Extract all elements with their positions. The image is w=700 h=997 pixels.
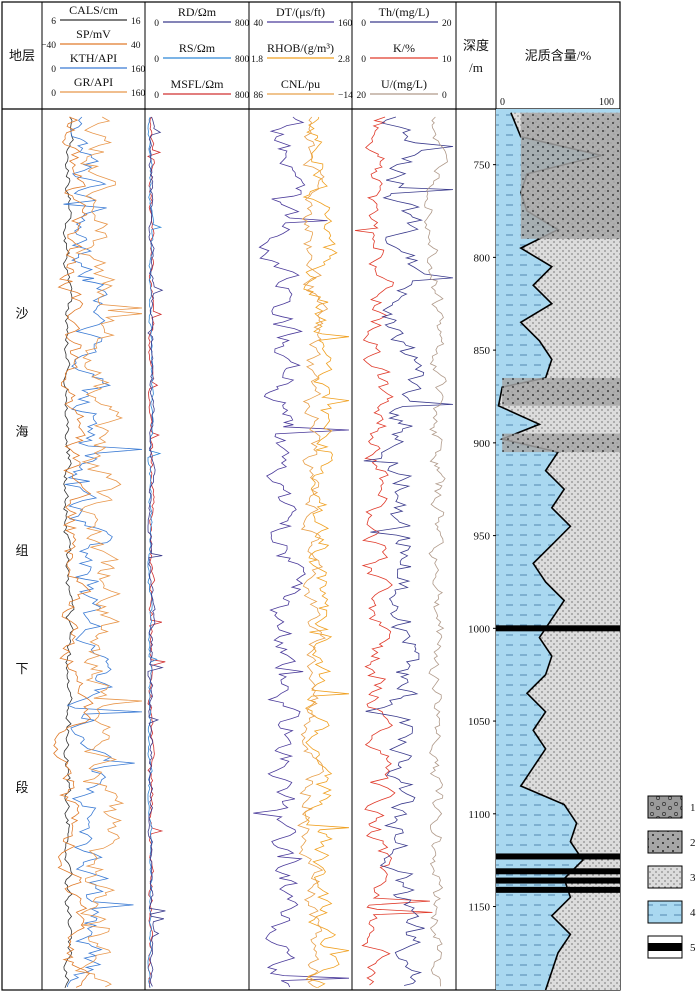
legend-label: 3 xyxy=(690,872,696,884)
depth-tick-label: 1000 xyxy=(468,623,491,635)
curve-scale-min: 20 xyxy=(357,91,367,101)
curve-name: U/(mg/L) xyxy=(381,77,427,91)
curve-scale-min: 1.8 xyxy=(251,55,263,65)
th-curve xyxy=(363,116,454,986)
curve-scale-max: 160 xyxy=(338,19,353,29)
coarse-sand-zone xyxy=(502,433,620,453)
depth-tick-label: 900 xyxy=(474,438,491,450)
formation-char: 组 xyxy=(15,543,28,558)
curve-scale-max: 20 xyxy=(442,19,452,29)
curve-scale-max: 0 xyxy=(442,91,447,101)
legend-label: 1 xyxy=(690,802,696,814)
curve-scale-min: −40 xyxy=(41,41,56,51)
curve-name: CALS/cm xyxy=(69,3,118,17)
curve-scale-min: 40 xyxy=(254,19,264,29)
curve-name: KTH/API xyxy=(70,51,117,65)
curve-scale-min: 0 xyxy=(361,55,366,65)
curve-scale-min: 6 xyxy=(51,17,56,27)
curve-scale-max: 160 xyxy=(131,65,146,75)
curve-name: CNL/pu xyxy=(281,77,320,91)
legend-coal-band xyxy=(648,943,682,951)
curve-name: RHOB/(g/m³) xyxy=(267,41,334,55)
legend-swatch xyxy=(647,865,683,889)
shale-curve xyxy=(497,112,602,991)
coal-bed xyxy=(496,877,620,884)
coal-bed xyxy=(496,868,620,875)
depth-tick-label: 800 xyxy=(474,252,491,264)
coal-bed xyxy=(496,625,620,632)
formation-char: 海 xyxy=(15,424,28,439)
depth-tick-label: 950 xyxy=(474,531,491,543)
curve-scale-max: 16 xyxy=(131,17,141,27)
rd-curve xyxy=(147,116,166,987)
dt-curve xyxy=(253,116,350,988)
curve-name: SP/mV xyxy=(76,27,111,41)
curve-scale-min: 0 xyxy=(51,89,56,99)
shale-axis-min: 0 xyxy=(500,97,505,108)
curve-scale-min: 0 xyxy=(361,19,366,29)
curve-scale-max: 40 xyxy=(131,41,141,51)
curve-scale-max: −14 xyxy=(338,91,353,101)
curve-name: Th/(mg/L) xyxy=(379,5,430,19)
curve-scale-min: 0 xyxy=(154,19,159,29)
cals-curve xyxy=(62,116,75,989)
shale-axis-max: 100 xyxy=(599,97,614,108)
formation-char: 下 xyxy=(15,661,28,676)
formation-char: 沙 xyxy=(15,306,28,321)
sp-curve xyxy=(53,116,94,988)
curve-name: RS/Ωm xyxy=(179,41,216,55)
shale-header: 泥质含量/% xyxy=(525,48,592,63)
legend-swatch xyxy=(647,900,683,924)
formation-header: 地层 xyxy=(9,48,35,63)
depth-header-unit: /m xyxy=(469,60,483,75)
curve-scale-max: 2.8 xyxy=(338,55,350,65)
curve-scale-min: 0 xyxy=(154,91,159,101)
curve-scale-max: 800 xyxy=(235,19,250,29)
coarse-sand-zone xyxy=(520,112,620,239)
curve-name: DT/(μs/ft) xyxy=(276,5,325,19)
curve-name: MSFL/Ωm xyxy=(171,77,225,91)
formation-char: 段 xyxy=(15,780,28,795)
k-curve xyxy=(354,116,433,986)
curve-scale-max: 800 xyxy=(235,91,250,101)
rs-curve xyxy=(147,116,163,988)
coal-bed xyxy=(496,886,620,893)
depth-header: 深度 xyxy=(463,38,489,53)
kth-curve xyxy=(63,116,143,988)
curve-scale-max: 160 xyxy=(131,89,146,99)
legend-label: 2 xyxy=(690,837,696,849)
curve-scale-min: 86 xyxy=(254,91,264,101)
curve-scale-max: 10 xyxy=(442,55,452,65)
depth-tick-label: 1100 xyxy=(468,809,490,821)
depth-tick-label: 1050 xyxy=(468,716,491,728)
curve-scale-max: 800 xyxy=(235,55,250,65)
curve-name: RD/Ωm xyxy=(178,5,217,19)
legend-swatch xyxy=(647,830,683,854)
depth-tick-label: 850 xyxy=(474,345,491,357)
legend-swatch xyxy=(647,795,683,819)
cnl-curve xyxy=(297,116,329,989)
rhob-curve xyxy=(302,116,350,989)
depth-tick-label: 750 xyxy=(474,160,491,172)
curve-name: GR/API xyxy=(74,75,113,89)
curve-name: K/% xyxy=(393,41,415,55)
curve-scale-min: 0 xyxy=(51,65,56,75)
coal-bed xyxy=(496,853,620,860)
u-curve xyxy=(423,116,448,987)
sand-fill xyxy=(498,112,620,990)
legend-label: 4 xyxy=(690,907,696,919)
coarse-sand-zone xyxy=(502,377,620,406)
legend-label: 5 xyxy=(690,942,696,954)
curve-scale-min: 0 xyxy=(154,55,159,65)
depth-tick-label: 1150 xyxy=(468,902,490,914)
gr-curve xyxy=(74,116,143,988)
